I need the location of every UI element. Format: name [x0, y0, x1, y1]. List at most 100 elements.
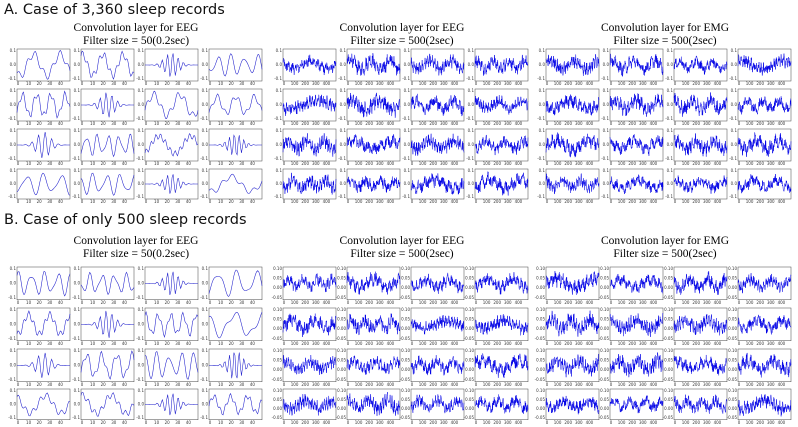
x-tick-label: 200 — [493, 300, 501, 305]
y-tick-label: -0.1 — [729, 116, 737, 121]
x-tick-label: 30 — [111, 381, 117, 386]
filter-plot: 0.10 0.05 0.00 -0.05 0 100 200 300 400 — [272, 305, 338, 346]
y-tick-label: 0.1 — [468, 128, 475, 133]
y-tick-label: -0.1 — [136, 116, 144, 121]
x-tick-label: 0 — [411, 121, 414, 126]
filter-plot: 0.10 0.05 0.00 -0.05 0 100 200 300 400 — [599, 346, 665, 386]
y-tick-label: 0.00 — [664, 367, 673, 372]
x-tick-label: 100 — [419, 161, 427, 166]
filter-waveform-line — [282, 354, 337, 375]
y-tick-label: 0.10 — [273, 388, 282, 393]
x-tick-label: 200 — [692, 381, 700, 386]
y-tick-label: -0.1 — [402, 116, 410, 121]
x-tick-label: 300 — [376, 81, 384, 86]
y-tick-label: 0.1 — [10, 266, 17, 271]
filter-plot-svg: 0.1 0.0 -0.10 100 200 300 400 — [274, 128, 337, 166]
x-tick-label: 10 — [90, 161, 96, 166]
filter-plot-svg: 0.1 0.0 -0.10 100 200 300 400 — [466, 128, 529, 166]
x-tick-label: 100 — [483, 161, 491, 166]
x-tick-label: 200 — [429, 121, 437, 126]
x-tick-label: 100 — [554, 121, 562, 126]
x-tick-label: 100 — [291, 300, 299, 305]
x-tick-label: 100 — [746, 381, 754, 386]
filter-plot: 0.1 0.0 -0.1 0 100 200 300 400 — [466, 46, 530, 86]
y-tick-label: -0.05 — [464, 336, 475, 341]
group-title-line1: Convolution layer for EEG — [73, 22, 199, 34]
filter-plot: 0.1 0.0 -0.1 0 100 200 300 400 — [274, 86, 338, 126]
x-tick-label: 40 — [122, 161, 128, 166]
y-tick-label: 0.05 — [728, 316, 737, 321]
x-tick-label: 40 — [186, 341, 192, 346]
x-tick-label: 400 — [586, 381, 594, 386]
x-tick-label: 100 — [682, 81, 690, 86]
x-tick-label: 300 — [376, 381, 384, 386]
y-tick-label: -0.1 — [8, 116, 16, 121]
x-tick-label: 30 — [175, 381, 181, 386]
x-tick-label: 10 — [90, 199, 96, 204]
plot-frame — [410, 266, 465, 300]
x-tick-label: 200 — [756, 300, 764, 305]
x-tick-label: 200 — [564, 341, 572, 346]
y-tick-label: 0.05 — [600, 357, 609, 362]
y-tick-label: 0.10 — [536, 266, 545, 271]
filter-waveform-line — [545, 310, 600, 337]
x-tick-label: 40 — [250, 81, 256, 86]
filter-waveform-line — [208, 269, 263, 297]
y-tick-label: 0.05 — [401, 276, 410, 281]
filter-plot-svg: 0.10 0.05 0.00 -0.050 100 200 300 400 — [336, 348, 401, 386]
group-title-line2: Filter size = 50(0.2sec) — [82, 35, 190, 47]
x-tick-label: 0 — [674, 381, 677, 386]
y-tick-label: -0.1 — [274, 116, 282, 121]
filter-waveform-line — [410, 272, 465, 294]
x-tick-label: 100 — [355, 341, 363, 346]
plot-frame — [144, 88, 199, 122]
x-tick-label: 100 — [618, 341, 626, 346]
filter-plot-svg: 0.10 0.05 0.00 -0.050 100 200 300 400 — [727, 348, 792, 386]
y-tick-label: -0.1 — [200, 295, 208, 300]
filter-waveform-line — [282, 172, 337, 195]
group-title-line1: Convolution layer for EEG — [339, 22, 465, 34]
x-tick-label: 40 — [250, 300, 256, 305]
filter-plot: 0.1 0.0 -0.1 0 100 200 300 400 — [338, 126, 402, 166]
filter-waveform-line — [282, 273, 337, 293]
filter-grid: 0.10 0.05 0.00 -0.05 0 100 200 300 400 0.10 0.05 0.… — [272, 264, 530, 427]
y-tick-label: 0.00 — [536, 326, 545, 331]
x-tick-label: 300 — [703, 81, 711, 86]
x-tick-label: 200 — [692, 199, 700, 204]
filter-waveform-line — [346, 53, 401, 76]
y-tick-label: 0.05 — [465, 276, 474, 281]
filter-waveform-line — [545, 172, 600, 195]
y-tick-label: -0.05 — [400, 376, 411, 381]
filter-plot-svg: 0.10 0.05 0.00 -0.050 100 200 300 400 — [663, 307, 728, 346]
filter-waveform-line — [609, 351, 664, 377]
y-tick-label: -0.05 — [663, 295, 674, 300]
x-tick-label: 20 — [37, 199, 43, 204]
filter-plot-svg: 0.1 0.0 -0.10 100 200 300 400 — [338, 48, 401, 86]
filter-waveform-line — [609, 134, 664, 156]
x-tick-label: 300 — [703, 121, 711, 126]
x-tick-label: 20 — [101, 81, 107, 86]
x-tick-label: 0 — [145, 199, 148, 204]
x-tick-label: 200 — [301, 199, 309, 204]
x-tick-label: 400 — [515, 161, 523, 166]
x-tick-label: 20 — [229, 81, 235, 86]
y-tick-label: 0.1 — [539, 168, 546, 173]
x-tick-label: 0 — [738, 81, 741, 86]
filter-group: Convolution layer for EEG Filter size = 5… — [272, 210, 530, 425]
filter-plot-svg: 0.10 0.05 0.00 -0.050 100 200 300 400 — [535, 348, 600, 386]
filter-plot: 0.1 0.0 -0.1 0 100 200 300 400 — [601, 46, 665, 86]
x-tick-label: 300 — [575, 199, 583, 204]
x-tick-label: 300 — [767, 381, 775, 386]
x-tick-label: 200 — [628, 199, 636, 204]
x-tick-label: 300 — [376, 199, 384, 204]
x-tick-label: 0 — [610, 341, 613, 346]
x-tick-label: 10 — [90, 381, 96, 386]
x-tick-label: 300 — [504, 161, 512, 166]
y-tick-label: -0.05 — [272, 295, 283, 300]
x-tick-label: 0 — [674, 199, 677, 204]
x-tick-label: 200 — [692, 300, 700, 305]
filter-plot-svg: 0.1 0.0 -0.10 100 200 300 400 — [274, 88, 337, 126]
x-tick-label: 0 — [17, 199, 20, 204]
x-tick-label: 200 — [756, 341, 764, 346]
filter-waveform-line — [144, 53, 199, 77]
